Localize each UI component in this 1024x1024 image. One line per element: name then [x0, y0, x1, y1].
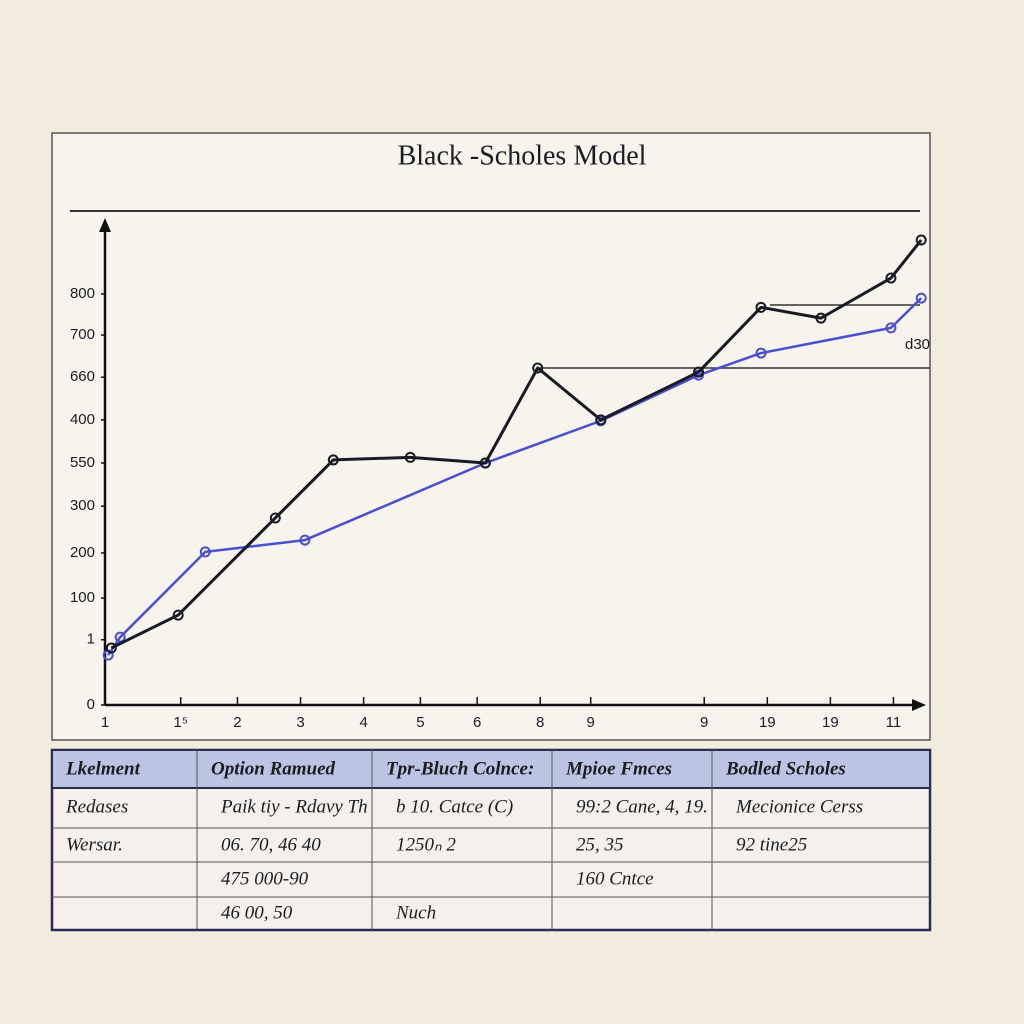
- table-cell: b 10. Catce (C): [396, 796, 513, 817]
- chart-frame: [51, 132, 931, 741]
- point: [915, 292, 927, 304]
- table-cell: Mecionice Cerss: [735, 796, 863, 817]
- table-cell: Paik tiy - Rdavy Th: [220, 796, 368, 817]
- x-tick-label: 19: [759, 714, 776, 731]
- point: [915, 234, 927, 246]
- y-tick-label: 0: [87, 696, 95, 713]
- point: [269, 512, 281, 524]
- y-tick-label: 800: [70, 285, 95, 302]
- x-tick-label: 19: [822, 714, 839, 731]
- point: [755, 347, 767, 359]
- table-cell: Nuch: [395, 902, 436, 923]
- header-cell: Bodled Scholes: [725, 758, 846, 779]
- point: [885, 322, 897, 334]
- y-tick-label: 300: [70, 497, 95, 514]
- table: Lkelment Option Ramued Tpr-Bluch Colnce: Mp…: [50, 748, 932, 932]
- table-cell: 1250ₙ 2: [396, 834, 456, 855]
- y-arrow: [99, 218, 111, 232]
- point: [885, 272, 897, 284]
- point: [532, 362, 544, 374]
- series-line: [110, 239, 923, 650]
- x-tick-label: 11: [886, 714, 902, 731]
- x-tick-label: 3: [296, 714, 304, 731]
- table-cell: 475 000-90: [221, 868, 309, 889]
- x-tick-label: 2: [233, 714, 241, 731]
- table-cell: 25, 35: [576, 834, 624, 855]
- table-cell: Redases: [65, 796, 128, 817]
- y-tick-label: 660: [70, 368, 95, 385]
- header-bg: [53, 751, 929, 788]
- point: [595, 414, 607, 426]
- header-cell: Mpioe Fmces: [565, 758, 672, 779]
- point: [172, 609, 184, 621]
- y-tick-label: 700: [70, 326, 95, 343]
- point: [693, 366, 705, 378]
- x-tick-label: 6: [473, 714, 481, 731]
- header-cell: Tpr-Bluch Colnce:: [386, 758, 534, 779]
- series-line: [107, 297, 923, 656]
- point: [755, 301, 767, 313]
- x-tick-label: 9: [587, 714, 595, 731]
- y-tick-label: 100: [70, 589, 95, 606]
- point: [479, 457, 491, 469]
- header-cell: Option Ramued: [211, 758, 336, 779]
- table-cell: 99:2 Cane, 4, 19.: [576, 796, 708, 817]
- annotation: d30: [905, 336, 930, 353]
- header-cell: Lkelment: [65, 758, 141, 779]
- point: [815, 312, 827, 324]
- table-cell: Wersar.: [66, 834, 123, 855]
- table-cell: 06. 70, 46 40: [221, 834, 321, 855]
- point: [299, 534, 311, 546]
- x-tick-label: 5: [416, 714, 424, 731]
- point: [404, 451, 416, 463]
- table-cell: 46 00, 50: [221, 902, 293, 923]
- point: [327, 454, 339, 466]
- point: [199, 546, 211, 558]
- y-tick-label: 550: [70, 454, 95, 471]
- x-tick-label: 4: [359, 714, 367, 731]
- point: [105, 642, 117, 654]
- point: [114, 631, 126, 643]
- x-tick-label: 9: [700, 714, 708, 731]
- chart-title: Black -Scholes Model: [398, 140, 647, 171]
- x-tick-label: 8: [536, 714, 544, 731]
- x-arrow: [912, 699, 926, 711]
- table-cell: 160 Cntce: [576, 868, 654, 889]
- table-cell: 92 tine25: [736, 834, 807, 855]
- y-tick-label: 400: [70, 411, 95, 428]
- y-tick-label: 200: [70, 544, 95, 561]
- y-tick-label: 1: [87, 631, 95, 648]
- x-tick-label: 1⁵: [173, 714, 188, 731]
- x-tick-label: 1: [101, 714, 109, 731]
